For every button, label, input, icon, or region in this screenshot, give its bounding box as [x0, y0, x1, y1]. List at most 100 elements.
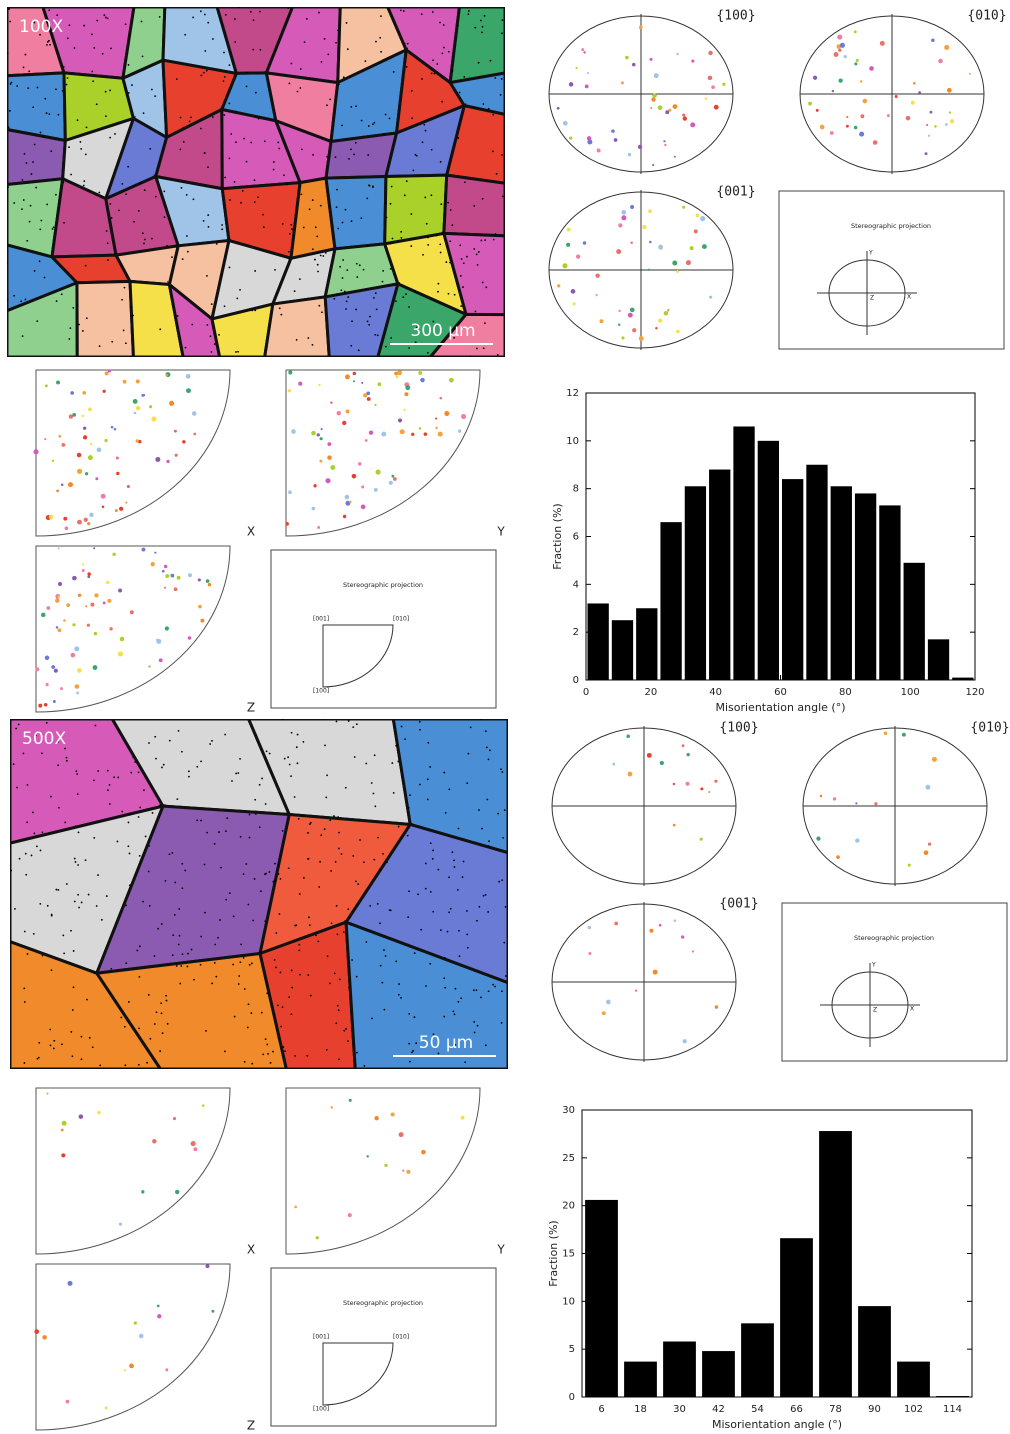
inverse-pole-figure	[35, 369, 231, 537]
orientation-dot	[398, 1132, 404, 1138]
speckle	[104, 16, 107, 19]
orientation-dot	[632, 328, 637, 333]
speckle	[196, 765, 199, 768]
speckle	[20, 300, 22, 303]
speckle	[424, 129, 427, 132]
speckle	[484, 1044, 487, 1047]
speckle	[231, 780, 233, 782]
speckle	[279, 971, 282, 974]
orientation-dot	[569, 136, 573, 140]
orientation-dot	[198, 604, 202, 609]
speckle	[411, 1051, 413, 1054]
speckle	[249, 10, 252, 13]
orientation-dot	[330, 401, 333, 404]
orientation-dot	[82, 390, 87, 395]
speckle	[415, 326, 418, 329]
orientation-dot	[701, 244, 707, 250]
projection-key-title: Stereographic projection	[854, 934, 934, 942]
speckle	[317, 940, 320, 943]
speckle	[39, 228, 42, 231]
speckle	[354, 141, 357, 144]
speckle	[204, 911, 206, 914]
axis-letter: Y	[868, 250, 873, 257]
speckle	[200, 819, 202, 822]
speckle	[427, 236, 429, 239]
speckle	[130, 306, 132, 309]
orientation-dot	[685, 781, 690, 786]
orientation-dot	[403, 408, 406, 411]
speckle	[482, 347, 485, 350]
speckle	[42, 135, 45, 138]
speckle	[282, 1046, 285, 1048]
speckle	[110, 217, 113, 219]
speckle	[154, 95, 157, 98]
speckle	[333, 297, 336, 300]
speckle	[341, 124, 343, 127]
speckle	[277, 1004, 279, 1007]
orientation-dot	[613, 138, 618, 142]
speckle	[408, 1012, 411, 1015]
speckle	[136, 949, 139, 952]
speckle	[325, 182, 328, 185]
orientation-dot	[575, 66, 578, 70]
speckle	[277, 141, 280, 144]
orientation-dot	[311, 506, 316, 511]
speckle	[239, 835, 242, 838]
orientation-dot	[78, 1114, 84, 1119]
speckle	[342, 76, 345, 79]
speckle	[164, 879, 167, 882]
speckle	[171, 256, 173, 259]
speckle	[272, 168, 275, 171]
speckle	[466, 933, 469, 936]
speckle	[171, 954, 174, 957]
speckle	[191, 323, 194, 326]
orientation-dot	[894, 95, 898, 98]
speckle	[78, 323, 80, 326]
x-tick-label: 20	[644, 687, 657, 698]
orientation-dot	[637, 144, 643, 150]
speckle	[452, 1010, 455, 1013]
y-tick-label: 2	[573, 627, 579, 638]
speckle	[371, 1017, 373, 1020]
speckle	[397, 993, 400, 996]
speckle	[327, 53, 330, 56]
speckle	[91, 1046, 94, 1049]
ipf-key	[270, 549, 497, 709]
speckle	[110, 47, 112, 50]
speckle	[68, 24, 71, 27]
inverse-pole-figure	[35, 1263, 231, 1431]
speckle	[326, 955, 329, 958]
speckle	[441, 100, 444, 103]
orientation-dot	[374, 1115, 379, 1121]
orientation-dot	[595, 293, 598, 297]
orientation-dot	[327, 455, 332, 460]
speckle	[88, 1036, 91, 1039]
speckle	[148, 742, 150, 744]
orientation-dot	[423, 432, 428, 436]
orientation-dot	[874, 802, 878, 806]
speckle	[123, 286, 126, 289]
speckle	[260, 951, 262, 954]
speckle	[151, 787, 153, 790]
orientation-dot	[435, 426, 438, 430]
speckle	[257, 117, 260, 120]
orientation-dot	[838, 78, 843, 83]
speckle	[211, 982, 214, 985]
grain	[263, 295, 331, 357]
speckle	[259, 890, 262, 893]
speckle	[242, 956, 245, 959]
speckle	[469, 726, 472, 729]
orientation-dot	[658, 923, 662, 927]
speckle	[221, 224, 224, 226]
orientation-dot	[100, 493, 106, 499]
speckle	[482, 103, 485, 105]
speckle	[483, 14, 486, 17]
speckle	[479, 719, 482, 721]
speckle	[432, 59, 434, 62]
orientation-dot	[944, 44, 950, 51]
speckle	[273, 1013, 276, 1016]
speckle	[62, 934, 65, 937]
speckle	[153, 1023, 156, 1025]
speckle	[372, 123, 374, 126]
speckle	[338, 831, 341, 834]
